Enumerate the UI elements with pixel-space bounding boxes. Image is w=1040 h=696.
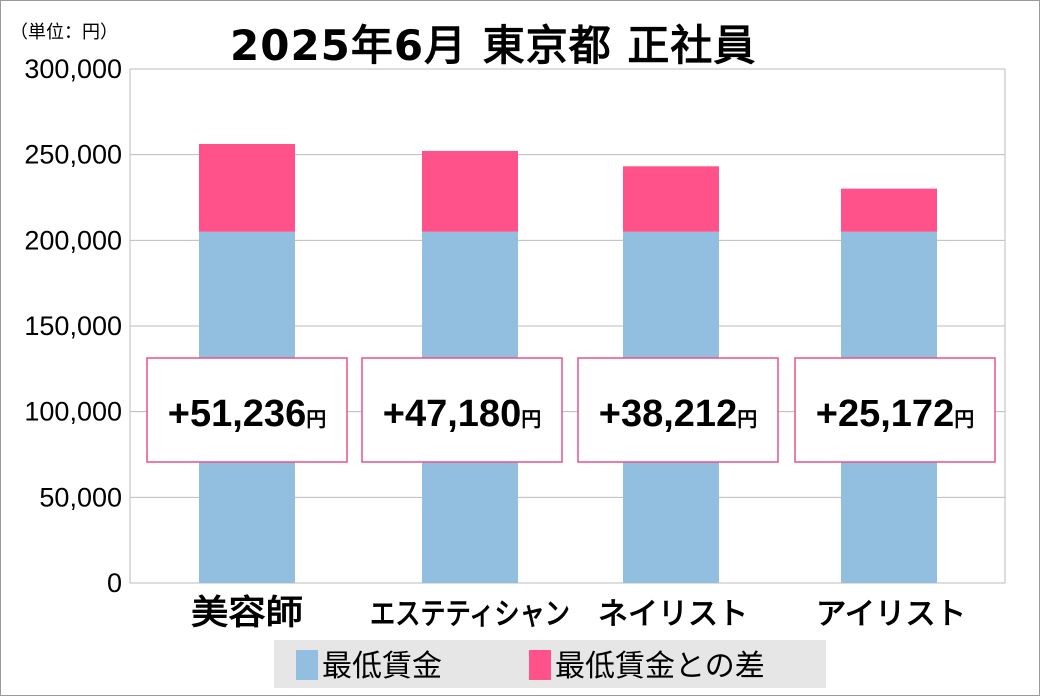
bar-difference bbox=[199, 143, 295, 232]
data-label: +25,172円 bbox=[816, 393, 974, 435]
y-tick-label: 100,000 bbox=[24, 397, 122, 427]
bar-difference bbox=[422, 150, 518, 232]
y-tick-label: 0 bbox=[107, 568, 122, 598]
x-tick-label: 美容師 bbox=[191, 593, 303, 633]
x-tick-label: ネイリスト bbox=[598, 597, 748, 632]
data-label-box bbox=[361, 357, 563, 463]
legend-label: 最低賃金との差 bbox=[555, 649, 765, 684]
y-tick-label: 250,000 bbox=[24, 140, 122, 170]
y-tick-label: 300,000 bbox=[24, 54, 122, 84]
chart-title: 2025年6月 東京都 正社員 bbox=[230, 21, 757, 70]
bar-difference bbox=[841, 188, 937, 232]
y-tick-label: 200,000 bbox=[24, 225, 122, 255]
data-label-box bbox=[146, 357, 348, 463]
x-tick-label: エステティシャン bbox=[370, 597, 570, 632]
legend-label: 最低賃金 bbox=[322, 649, 442, 684]
bar-difference bbox=[623, 166, 719, 232]
x-tick-label: アイリスト bbox=[816, 597, 966, 632]
data-label-box bbox=[794, 357, 996, 463]
data-label: +47,180円 bbox=[383, 393, 541, 435]
y-tick-label: 50,000 bbox=[39, 482, 122, 512]
y-tick-label: 150,000 bbox=[24, 311, 122, 341]
data-label-box bbox=[577, 357, 779, 463]
data-label: +38,212円 bbox=[599, 393, 757, 435]
data-label: +51,236円 bbox=[168, 393, 326, 435]
legend-swatch-minimum-wage bbox=[296, 650, 318, 680]
legend-swatch-difference bbox=[529, 650, 551, 680]
unit-label: （単位：円） bbox=[10, 22, 118, 43]
